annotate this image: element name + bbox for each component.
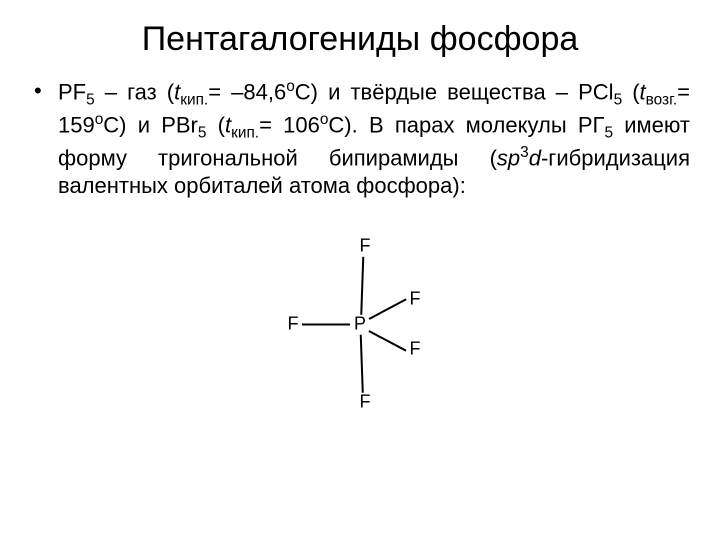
text-run: ( — [622, 79, 639, 104]
text-run: – газ ( — [95, 79, 174, 104]
bond-line — [369, 330, 407, 351]
d-label: d — [529, 145, 541, 170]
paragraph-block: • PF5 – газ (tкип.= –84,6оС) и твёрдые в… — [30, 77, 690, 199]
text-run: PF — [58, 79, 86, 104]
diagram-container: P F F F F F — [30, 234, 690, 414]
sup: о — [286, 78, 295, 95]
sub: кип. — [180, 92, 208, 109]
text-run: = 106 — [259, 112, 320, 137]
text-run: = –84,6 — [208, 79, 286, 104]
atom-right-down: F — [410, 339, 421, 360]
molecule-diagram: P F F F F F — [275, 234, 445, 414]
bond-line — [369, 299, 407, 320]
sub: кип. — [231, 125, 259, 142]
text-run: С) и PBr — [103, 112, 198, 137]
bond-line — [360, 257, 364, 315]
atom-left: F — [288, 314, 299, 335]
bond-line — [302, 324, 350, 326]
sub: 5 — [604, 125, 613, 142]
bond-line — [360, 335, 364, 393]
text-run: С). В парах молекулы РГ — [328, 112, 604, 137]
atom-top: F — [360, 236, 371, 257]
sub: возг. — [646, 92, 677, 109]
atom-center: P — [354, 314, 366, 335]
atom-right-up: F — [410, 289, 421, 310]
bullet-icon: • — [34, 77, 42, 105]
page-title: Пентагалогениды фосфора — [30, 20, 690, 59]
sup: о — [95, 111, 104, 128]
sub: 5 — [614, 92, 623, 109]
sub: 5 — [86, 92, 95, 109]
atom-bottom: F — [360, 392, 371, 413]
text-run: С) и твёрдые вещества – PCl — [295, 79, 614, 104]
text-run: ( — [206, 112, 225, 137]
sup: 3 — [520, 144, 529, 161]
sp-label: sp — [497, 145, 520, 170]
